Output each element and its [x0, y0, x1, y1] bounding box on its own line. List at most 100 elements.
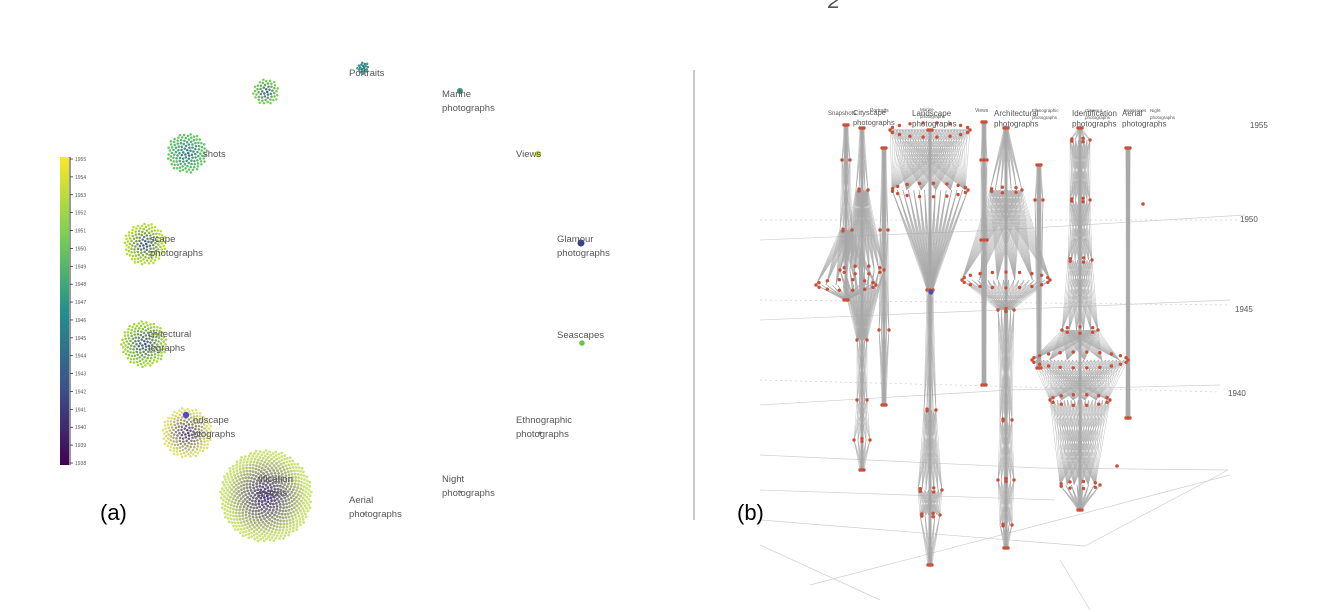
edge — [919, 489, 936, 516]
cluster-node — [147, 344, 151, 348]
edge — [961, 189, 1002, 281]
edge — [979, 189, 1016, 281]
grid-line — [759, 379, 1221, 393]
cluster-node — [180, 425, 184, 429]
cluster-node — [149, 237, 152, 240]
cluster-node — [192, 453, 195, 456]
cluster-node — [144, 359, 148, 362]
label-aerial: photographs — [349, 509, 402, 520]
cluster-node — [182, 151, 185, 154]
edge — [1076, 259, 1090, 331]
cluster-node — [289, 485, 293, 488]
cluster-node — [181, 445, 184, 448]
cluster-node — [263, 479, 267, 483]
cluster-node — [299, 469, 302, 473]
cluster-node — [177, 136, 180, 139]
cluster-node — [229, 517, 233, 521]
cluster-node — [133, 333, 136, 336]
node — [905, 182, 909, 187]
cluster-node — [188, 426, 191, 429]
cluster-node — [133, 261, 137, 264]
edge — [1049, 359, 1070, 401]
cluster-node — [203, 443, 206, 446]
cluster-node — [284, 477, 288, 481]
cluster-node — [232, 490, 236, 494]
cluster-node — [178, 133, 182, 137]
cluster-node — [126, 350, 130, 353]
cluster-node — [241, 477, 245, 480]
cluster-node — [133, 354, 137, 358]
cluster-node — [159, 326, 162, 330]
grid-line — [999, 299, 1231, 311]
edge — [887, 229, 890, 331]
cluster-node — [255, 464, 258, 468]
node — [882, 268, 886, 272]
cluster-node — [131, 228, 134, 232]
cluster-node — [258, 515, 262, 519]
cluster-node — [172, 436, 175, 440]
cluster-node — [249, 494, 253, 498]
cluster-node — [243, 502, 247, 506]
cluster-node — [277, 464, 280, 468]
top-label-views: Views — [975, 108, 989, 114]
cluster-node — [161, 344, 164, 348]
edge — [1018, 189, 1033, 281]
cluster-node — [190, 442, 193, 446]
cluster-node — [184, 153, 187, 156]
cluster-node — [132, 357, 136, 361]
cluster-node — [251, 496, 255, 499]
edge — [1072, 359, 1125, 401]
edge — [1061, 259, 1076, 331]
cluster-node — [244, 493, 248, 497]
edge — [878, 229, 883, 331]
panel-a-clusters — [120, 61, 370, 543]
cluster-node — [258, 101, 261, 104]
cluster-node — [266, 93, 270, 96]
cluster-node — [202, 157, 206, 160]
cluster-node — [123, 348, 127, 351]
edge — [1078, 199, 1082, 261]
cluster-node — [270, 82, 273, 85]
cluster-node — [172, 452, 176, 456]
floor-edge — [1059, 559, 1091, 611]
cluster-node — [268, 532, 272, 536]
cluster-node — [226, 512, 230, 516]
edge — [939, 489, 943, 516]
cluster-node — [309, 490, 313, 494]
node — [837, 288, 841, 292]
edge — [925, 489, 936, 516]
cluster-node — [144, 255, 147, 259]
edge — [929, 289, 932, 411]
cluster-node — [260, 503, 264, 507]
edge — [926, 289, 932, 411]
cluster-node — [142, 235, 146, 239]
cluster-node — [180, 455, 184, 459]
cluster-node — [189, 149, 192, 152]
edge — [926, 289, 934, 411]
edge — [931, 489, 939, 516]
cluster-node — [239, 497, 243, 501]
cluster-node — [270, 457, 273, 461]
cluster-node — [283, 512, 287, 516]
edge — [961, 189, 1007, 281]
cluster-node — [243, 473, 246, 477]
edge — [1002, 419, 1005, 481]
cluster-node — [251, 454, 255, 458]
cluster-node — [253, 537, 257, 541]
cluster-identification — [219, 449, 313, 543]
cluster-node — [293, 502, 297, 505]
cluster-node — [246, 522, 250, 526]
edge — [961, 189, 994, 281]
cluster-node — [300, 491, 304, 495]
node — [1012, 308, 1016, 312]
cluster-node — [292, 526, 295, 530]
cluster-node — [191, 448, 195, 452]
cluster-node — [184, 136, 188, 140]
node — [1004, 309, 1008, 314]
cluster-node — [248, 517, 252, 521]
cluster-node — [295, 504, 299, 508]
cluster-node — [139, 256, 142, 259]
cluster-node — [290, 499, 294, 503]
cluster-node — [253, 493, 257, 497]
cluster-node — [136, 260, 140, 264]
